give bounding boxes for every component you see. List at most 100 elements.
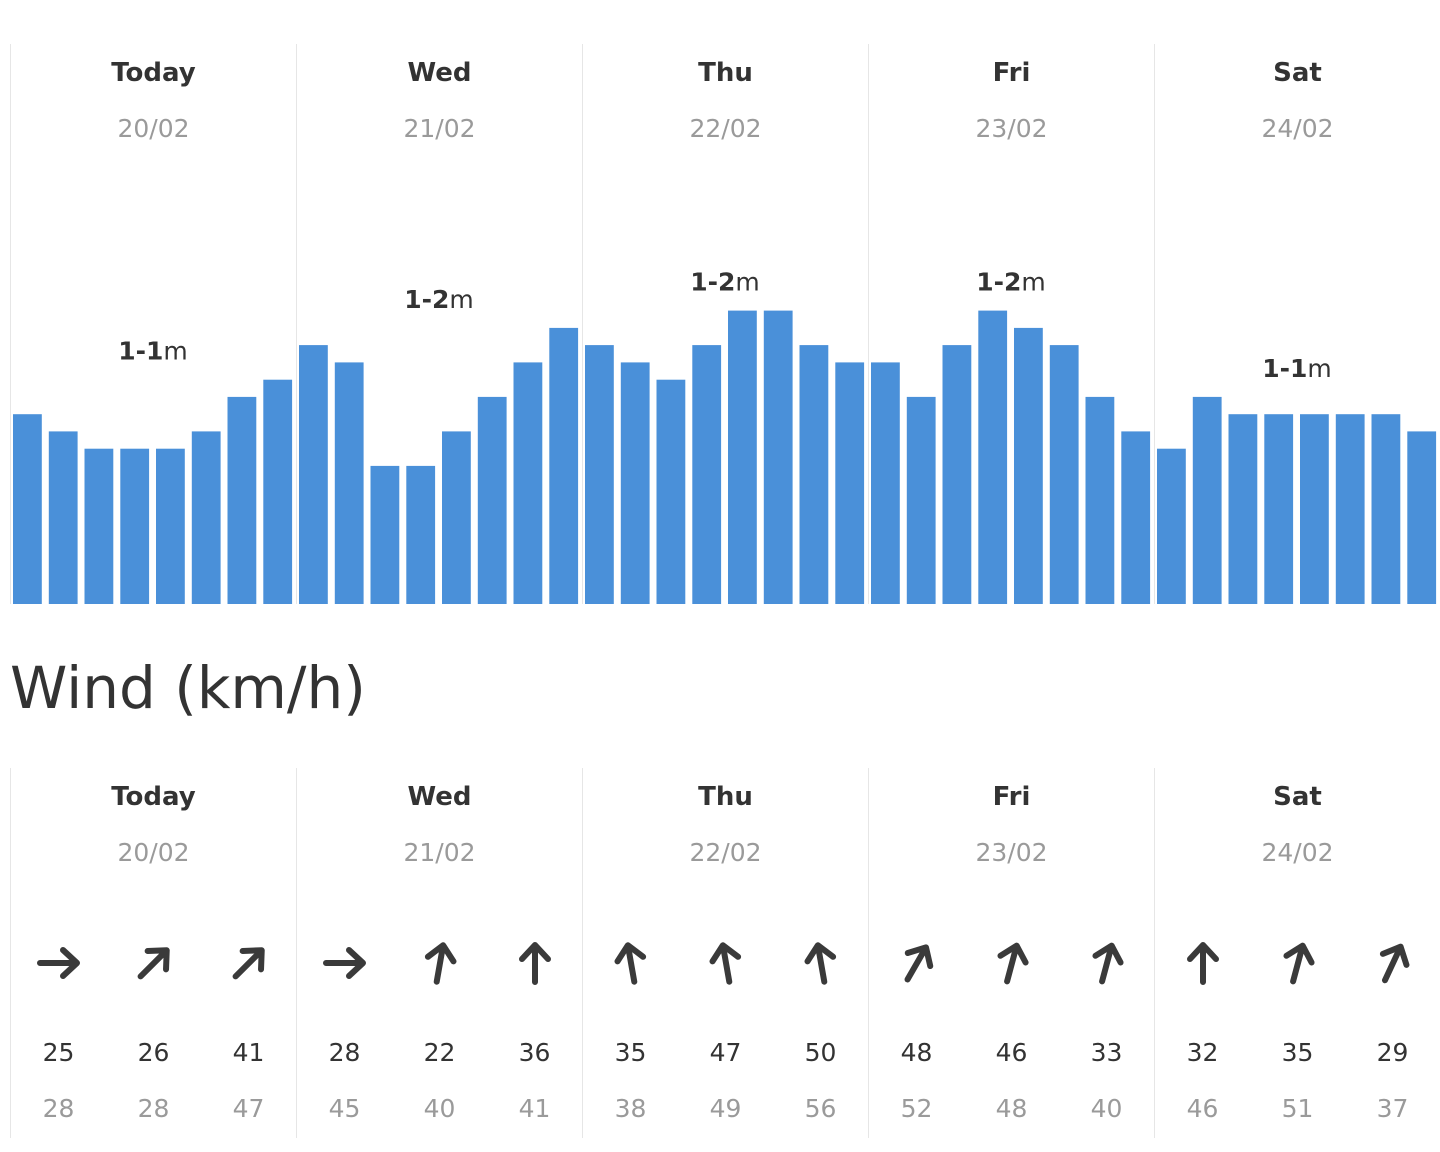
wind-speed: 26 (137, 1038, 170, 1067)
wind-arrow-icon (709, 942, 741, 985)
swell-bar (620, 362, 650, 604)
wind-gust: 47 (232, 1094, 265, 1123)
wind-gust: 45 (328, 1094, 361, 1123)
swell-day-column: Today 20/02 (10, 44, 296, 604)
day-date: 22/02 (689, 838, 762, 867)
wind-arrow-icon (804, 942, 836, 985)
wind-arrow-icon (137, 947, 170, 980)
wind-arrow-icon (1186, 942, 1219, 985)
wind-gust: 40 (423, 1094, 456, 1123)
wind-speed: 46 (995, 1038, 1028, 1067)
wind-gust: 46 (1186, 1094, 1219, 1123)
wind-arrow-icon (996, 942, 1029, 985)
swell-bar (763, 310, 793, 604)
wind-arrow-row (11, 938, 296, 992)
day-date: 23/02 (975, 838, 1048, 867)
swell-range-label: 1-1m (118, 337, 188, 366)
wind-direction-cell (201, 938, 296, 992)
wind-day-column: Sat 24/02 32 35 29 46 51 37 (1154, 768, 1440, 1138)
wind-arrow-icon (1282, 942, 1315, 985)
swell-bar (692, 345, 722, 604)
wind-speed-row: 35 47 50 (583, 1038, 868, 1067)
wind-gust: 48 (995, 1094, 1028, 1123)
day-name: Thu (698, 58, 753, 88)
wind-gust: 28 (42, 1094, 75, 1123)
wind-speed: 29 (1376, 1038, 1409, 1067)
day-date: 24/02 (1261, 838, 1334, 867)
swell-bar (370, 465, 400, 604)
swell-bar (978, 310, 1008, 604)
wind-speed: 28 (328, 1038, 361, 1067)
wind-direction-cell (869, 938, 964, 992)
day-date: 21/02 (403, 838, 476, 867)
wind-gust-row: 52 48 40 (869, 1094, 1154, 1123)
wind-arrow-icon (424, 942, 456, 985)
swell-bar (1228, 414, 1258, 604)
day-date: 24/02 (1261, 114, 1334, 143)
wind-speed: 35 (614, 1038, 647, 1067)
swell-bar (1157, 448, 1186, 604)
wind-speed: 35 (1281, 1038, 1314, 1067)
wind-speed: 22 (423, 1038, 456, 1067)
wind-arrow-icon (322, 947, 366, 979)
day-name: Fri (992, 58, 1031, 88)
wind-gust-row: 45 40 41 (297, 1094, 582, 1123)
day-name: Wed (407, 782, 472, 812)
wind-arrow-icon (1091, 942, 1124, 985)
swell-bar (871, 362, 900, 604)
day-date: 20/02 (117, 114, 190, 143)
wind-direction-cell (964, 938, 1059, 992)
wind-speed: 36 (518, 1038, 551, 1067)
wind-gust: 37 (1376, 1094, 1409, 1123)
wind-arrow-icon (232, 947, 265, 980)
swell-bar (1371, 414, 1401, 604)
wind-speed: 41 (232, 1038, 265, 1067)
wind-gust: 51 (1281, 1094, 1314, 1123)
wind-gust: 40 (1090, 1094, 1123, 1123)
day-name: Thu (698, 782, 753, 812)
swell-bar (191, 431, 221, 604)
swell-bar (48, 431, 78, 604)
swell-bar (406, 465, 436, 604)
wind-direction-cell (106, 938, 201, 992)
swell-day-column: Thu 22/02 (582, 44, 868, 604)
wind-gust: 28 (137, 1094, 170, 1123)
swell-bar (1192, 396, 1222, 604)
swell-bar (942, 345, 972, 604)
wind-direction-cell (1059, 938, 1154, 992)
wind-arrow-row (583, 938, 868, 992)
swell-bar (13, 414, 42, 604)
wind-gust: 38 (614, 1094, 647, 1123)
swell-bar (906, 396, 936, 604)
wind-gust: 41 (518, 1094, 551, 1123)
wind-direction-cell (583, 938, 678, 992)
day-date: 21/02 (403, 114, 476, 143)
wind-gust: 49 (709, 1094, 742, 1123)
wind-day-column: Fri 23/02 48 46 33 52 48 40 (868, 768, 1154, 1138)
wind-speed: 32 (1186, 1038, 1219, 1067)
swell-bar (1335, 414, 1365, 604)
swell-bar (1264, 414, 1294, 604)
wind-arrow-icon (1379, 943, 1409, 984)
swell-bar (442, 431, 471, 604)
day-name: Sat (1273, 58, 1322, 88)
wind-arrow-icon (614, 942, 646, 985)
wind-arrow-row (1155, 938, 1440, 992)
swell-bar (728, 310, 757, 604)
swell-bar (120, 448, 150, 604)
swell-bar (84, 448, 114, 604)
wind-direction-cell (11, 938, 106, 992)
wind-title: Wind (km/h) (10, 654, 366, 722)
swell-bar (299, 345, 328, 604)
wind-speed-row: 32 35 29 (1155, 1038, 1440, 1067)
day-name: Today (111, 58, 196, 88)
day-date: 22/02 (689, 114, 762, 143)
swell-range-label: 1-1m (1262, 354, 1332, 383)
swell-day-columns: Today 20/02 Wed 21/02 Thu 22/02 Fri 23/0… (10, 44, 1440, 604)
wind-speed-row: 48 46 33 (869, 1038, 1154, 1067)
day-name: Today (111, 782, 196, 812)
swell-bar (513, 362, 543, 604)
wind-day-columns: Today 20/02 25 26 41 28 28 47 Wed 21/02 28 22 3… (10, 768, 1440, 1138)
swell-bar (1407, 431, 1437, 604)
wind-direction-cell (1250, 938, 1345, 992)
